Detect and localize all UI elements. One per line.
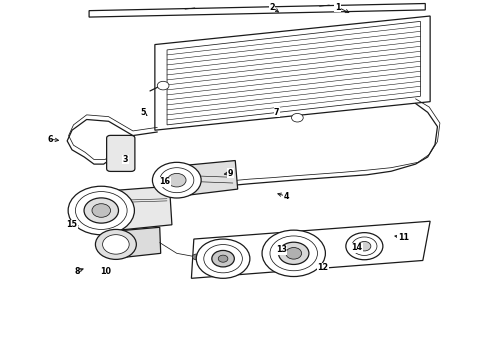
- Text: 15: 15: [67, 220, 77, 229]
- Circle shape: [152, 162, 201, 198]
- Circle shape: [212, 251, 234, 267]
- Circle shape: [352, 237, 377, 255]
- Circle shape: [218, 255, 228, 262]
- Polygon shape: [155, 16, 430, 130]
- Text: 2: 2: [269, 3, 274, 12]
- Circle shape: [92, 204, 111, 217]
- Circle shape: [157, 81, 169, 90]
- Polygon shape: [179, 161, 238, 196]
- Circle shape: [292, 113, 303, 122]
- Text: 9: 9: [228, 168, 233, 177]
- Text: 8: 8: [74, 267, 80, 276]
- Circle shape: [160, 168, 194, 193]
- Text: 7: 7: [274, 108, 279, 117]
- Text: 13: 13: [276, 245, 287, 254]
- Circle shape: [358, 242, 371, 251]
- Circle shape: [262, 230, 325, 276]
- Polygon shape: [118, 227, 161, 258]
- Text: 4: 4: [284, 192, 289, 201]
- Circle shape: [75, 192, 127, 229]
- Circle shape: [84, 198, 119, 223]
- Circle shape: [270, 236, 318, 271]
- Text: 12: 12: [318, 263, 328, 272]
- Circle shape: [286, 248, 302, 259]
- Circle shape: [96, 229, 136, 260]
- FancyBboxPatch shape: [107, 135, 135, 171]
- Circle shape: [204, 244, 243, 273]
- Circle shape: [68, 186, 134, 235]
- Polygon shape: [89, 4, 425, 17]
- Circle shape: [168, 174, 186, 187]
- Circle shape: [278, 242, 309, 265]
- Circle shape: [193, 254, 200, 260]
- Polygon shape: [192, 221, 430, 278]
- Circle shape: [346, 233, 383, 260]
- Text: 10: 10: [100, 267, 112, 276]
- Text: 16: 16: [159, 177, 170, 186]
- Polygon shape: [109, 186, 172, 231]
- Text: 11: 11: [398, 233, 409, 242]
- Circle shape: [102, 235, 129, 254]
- Text: 3: 3: [123, 155, 128, 164]
- Text: 14: 14: [351, 243, 363, 252]
- Text: 5: 5: [140, 108, 146, 117]
- Polygon shape: [167, 21, 420, 125]
- Text: 6: 6: [48, 135, 53, 144]
- Circle shape: [196, 239, 250, 278]
- Text: 1: 1: [335, 3, 341, 12]
